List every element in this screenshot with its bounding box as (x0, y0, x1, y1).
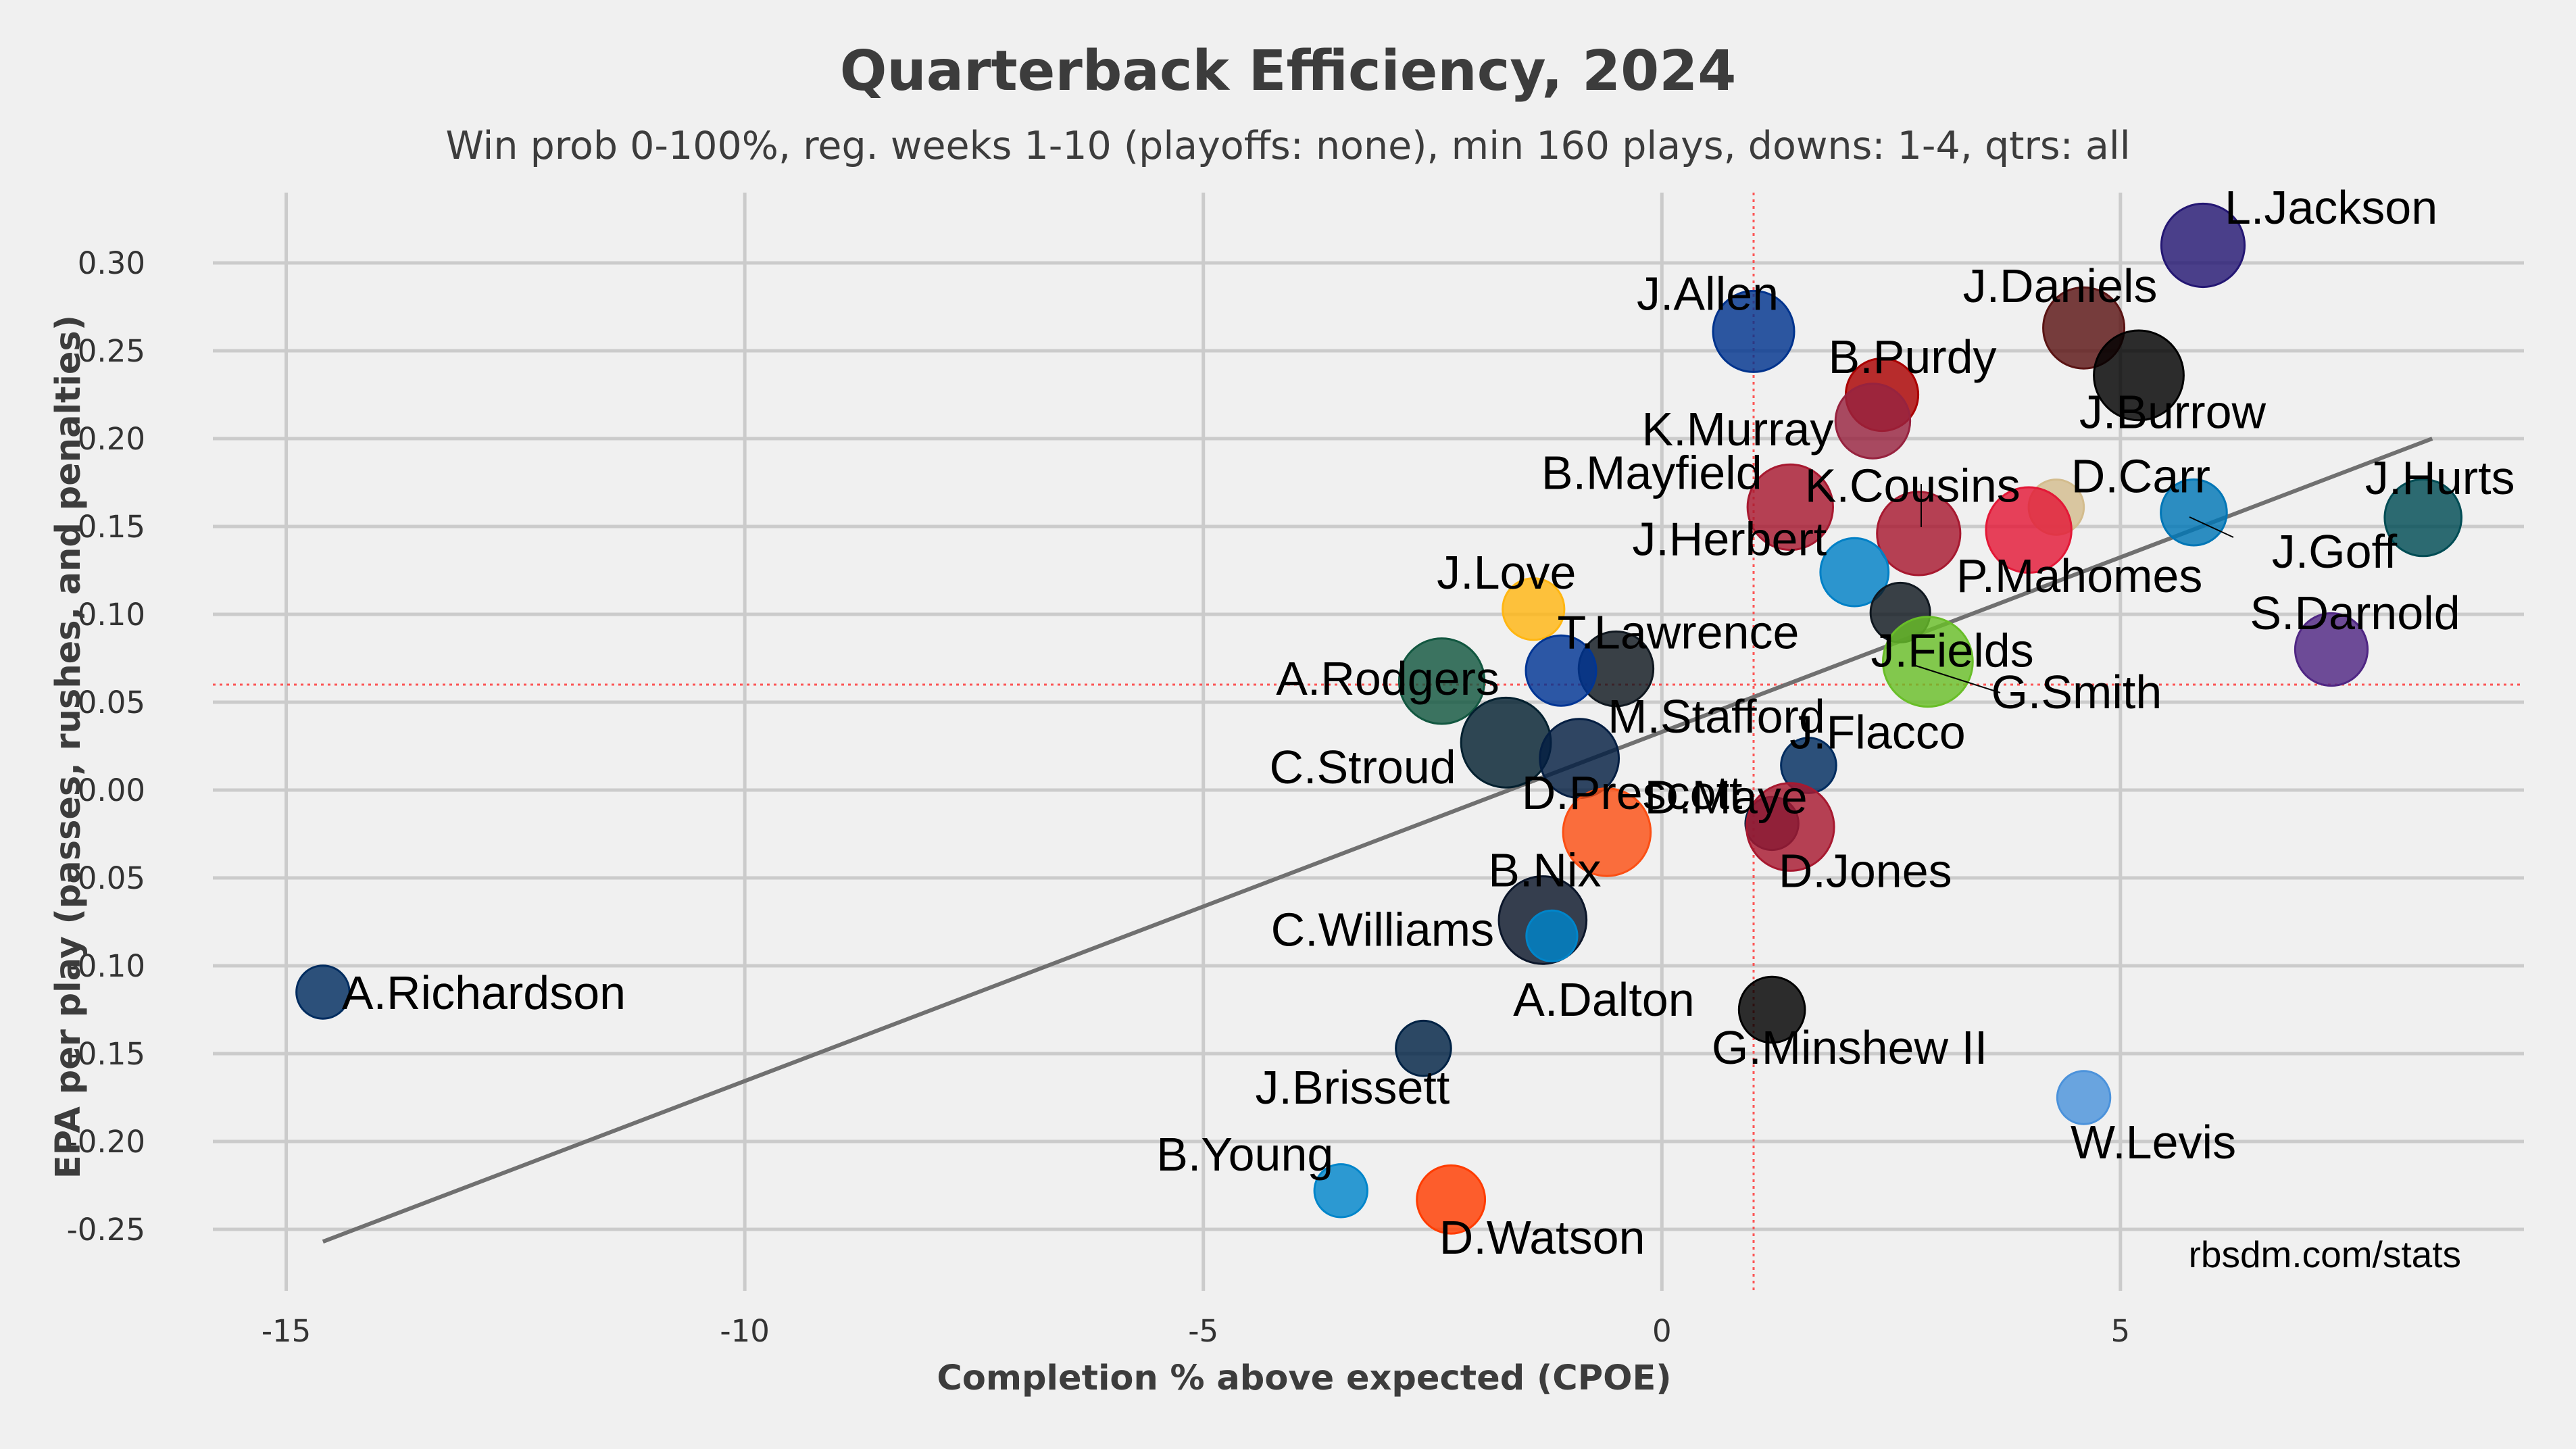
qb-label-d-maye: D.Maye (1645, 770, 1808, 823)
qb-point-w-levis (2056, 1070, 2112, 1125)
leader-line (2189, 516, 2234, 538)
qb-point-b-young (1313, 1163, 1368, 1219)
qb-point-j-love (1502, 577, 1566, 641)
qb-label-j-herbert: J.Herbert (1632, 513, 1827, 566)
qb-label-j-burrow: J.Burrow (2079, 385, 2267, 438)
y-tick-label: -0.05 (67, 860, 145, 896)
y-tick-label: 0.05 (78, 685, 145, 720)
qb-label-l-jackson: L.Jackson (2225, 181, 2437, 234)
y-tick-label: -0.20 (67, 1124, 145, 1160)
qb-point-j-hurts (2383, 478, 2463, 558)
qb-point-j-brissett (1395, 1019, 1452, 1077)
leader-line (1915, 665, 2001, 693)
qb-point-a-richardson (295, 964, 351, 1020)
qb-label-j-fields: J.Fields (1871, 624, 2034, 677)
qb-label-b-nix: B.Nix (1488, 843, 1601, 896)
y-tick-label: 0.00 (78, 772, 145, 808)
qb-label-a-richardson: A.Richardson (342, 966, 626, 1019)
x-tick-label: -15 (262, 1313, 312, 1349)
qb-label-b-mayfield: B.Mayfield (1541, 446, 1762, 499)
qb-point-d-jones (1745, 782, 1835, 872)
qb-point-k-murray (1834, 383, 1912, 460)
qb-labels: L.Jackson J.Daniels J.Burrow J.Allen B.Purdy… (342, 181, 2515, 1264)
qb-label-p-mahomes: P.Mahomes (1956, 549, 2202, 602)
qb-point-d-watson (1416, 1164, 1487, 1235)
qb-point-j-goff (2160, 478, 2228, 547)
qb-point-m-stafford (1525, 634, 1597, 707)
trend-line (322, 437, 2433, 1244)
qb-label-a-dalton: A.Dalton (1513, 973, 1694, 1026)
qb-label-g-minshew-ii: G.Minshew II (1712, 1021, 1987, 1074)
source-credit: rbsdm.com/stats (2189, 1233, 2461, 1275)
qb-point-j-burrow (2093, 329, 2185, 422)
qb-label-j-flacco: J.Flacco (1789, 706, 1966, 759)
qb-label-m-stafford: M.Stafford (1608, 690, 1825, 743)
y-tick-label: 0.30 (78, 245, 145, 281)
qb-label-k-murray: K.Murray (1641, 403, 1833, 456)
grid-lines (213, 193, 2524, 1291)
y-tick-label: -0.15 (67, 1036, 145, 1072)
qb-label-d-prescott: D.Prescott (1522, 766, 1743, 819)
qb-point-b-mayfield (1746, 463, 1834, 551)
qb-point-s-darnold (2294, 612, 2369, 687)
qb-label-d-watson: D.Watson (1439, 1211, 1645, 1264)
qb-label-b-purdy: B.Purdy (1829, 330, 1997, 383)
chart-title: Quarterback Efficiency, 2024 (840, 39, 1737, 103)
qb-label-j-daniels: J.Daniels (1963, 260, 2158, 312)
qb-point-j-allen (1712, 289, 1795, 373)
qb-label-d-jones: D.Jones (1779, 845, 1952, 898)
y-tick-label: -0.10 (67, 948, 145, 984)
y-tick-label: 0.15 (78, 509, 145, 545)
qb-label-j-allen: J.Allen (1637, 267, 1779, 320)
x-tick-label: 5 (2111, 1313, 2131, 1349)
x-axis-label: Completion % above expected (CPOE) (937, 1358, 1671, 1398)
qb-point-g-minshew-ii (1737, 975, 1806, 1044)
qb-point-a-rodgers (1397, 637, 1486, 725)
reference-lines (213, 193, 2524, 1291)
qb-label-k-cousins: K.Cousins (1805, 459, 2021, 512)
y-tick-label: 0.20 (78, 421, 145, 457)
axis-ticks: 0.30 0.25 0.20 0.15 0.10 0.05 0.00 -0.05 -0.10 -0… (67, 245, 2131, 1349)
qb-label-c-stroud: C.Stroud (1269, 741, 1456, 793)
y-axis-label: EPA per play (passes, rushes, and penalt… (49, 315, 89, 1179)
qb-label-j-love: J.Love (1437, 546, 1576, 599)
qb-point-j-herbert (1819, 537, 1890, 608)
chart-subtitle: Win prob 0-100%, reg. weeks 1-10 (playof… (445, 124, 2130, 168)
qb-label-j-hurts: J.Hurts (2365, 451, 2515, 504)
qb-point-p-mahomes (1985, 486, 2073, 574)
y-tick-label: 0.10 (78, 597, 145, 633)
qb-label-a-rodgers: A.Rodgers (1276, 652, 1500, 705)
y-tick-label: -0.25 (67, 1212, 145, 1248)
x-tick-label: -5 (1188, 1313, 1218, 1349)
x-tick-label: 0 (1652, 1313, 1672, 1349)
qb-label-j-brissett: J.Brissett (1256, 1061, 1450, 1114)
qb-label-j-goff: J.Goff (2272, 525, 2398, 578)
qb-point-b-nix (1562, 787, 1652, 877)
qb-label-c-williams: C.Williams (1271, 903, 1495, 956)
qb-label-t-lawrence: T.Lawrence (1557, 606, 1799, 659)
x-tick-label: -10 (720, 1313, 770, 1349)
qb-point-a-dalton (1525, 909, 1579, 962)
qb-points (295, 202, 2463, 1235)
qb-label-s-darnold: S.Darnold (2250, 587, 2460, 639)
qb-label-g-smith: G.Smith (1991, 666, 2162, 718)
y-tick-label: 0.25 (78, 333, 145, 369)
qb-label-w-levis: W.Levis (2071, 1116, 2236, 1169)
qb-label-d-carr: D.Carr (2071, 449, 2210, 502)
qb-label-b-young: B.Young (1156, 1128, 1333, 1181)
qb-point-k-cousins (1876, 491, 1962, 576)
qb-point-l-jackson (2160, 202, 2246, 289)
qb-point-g-smith (1881, 616, 1974, 708)
